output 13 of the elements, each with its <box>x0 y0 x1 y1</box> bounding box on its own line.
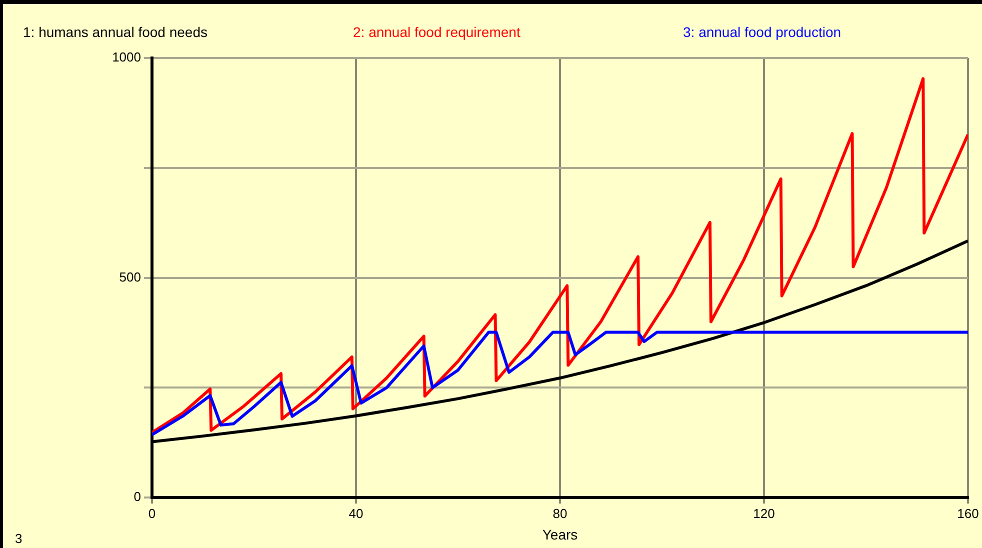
x-tick-label: 80 <box>552 506 568 521</box>
text: 3: annual food production <box>683 24 842 40</box>
y-tick-label: 0 <box>134 489 141 504</box>
x-tick-label: 160 <box>957 506 979 521</box>
x-axis-title: Years <box>542 526 578 542</box>
x-tick-label: 0 <box>148 506 156 521</box>
x-tick-label: 120 <box>753 506 775 521</box>
text: 3 <box>15 531 22 546</box>
text: 1: humans annual food needs <box>23 24 208 40</box>
text: 2: annual food requirement <box>353 24 522 40</box>
x-tick-label: 40 <box>348 506 364 521</box>
y-tick-label: 500 <box>119 269 141 284</box>
y-tick-label: 1000 <box>112 50 141 65</box>
